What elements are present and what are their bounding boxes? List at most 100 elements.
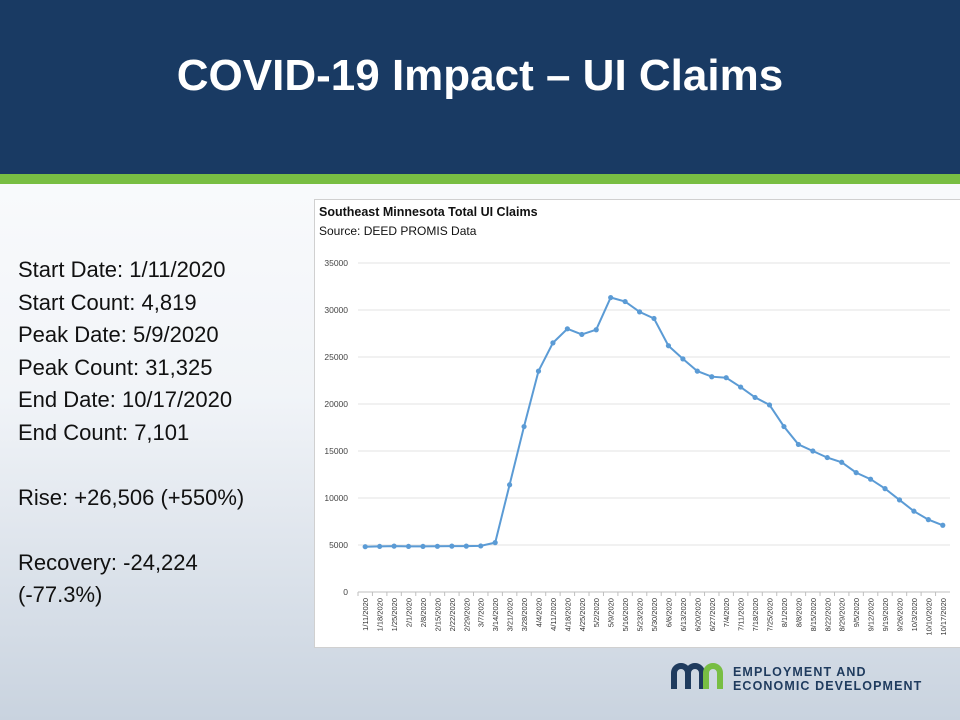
chart-subtitle: Source: DEED PROMIS Data: [319, 224, 477, 238]
data-point: [911, 508, 917, 514]
y-tick-label: 35000: [324, 258, 348, 268]
data-point: [665, 343, 672, 349]
y-tick-label: 5000: [329, 540, 348, 550]
x-tick-label: 5/9/2020: [607, 598, 616, 627]
mn-logo-icon: [671, 663, 723, 689]
data-point: [636, 309, 643, 315]
data-point: [608, 294, 614, 301]
data-point: [521, 423, 527, 430]
peak-count: Peak Count: 31,325: [18, 354, 213, 380]
data-point: [579, 331, 585, 338]
data-point: [377, 543, 383, 550]
deed-logo: EMPLOYMENT AND ECONOMIC DEVELOPMENT: [670, 662, 950, 696]
x-tick-label: 2/8/2020: [419, 598, 428, 627]
x-tick-label: 9/19/2020: [881, 598, 890, 631]
x-tick-label: 6/20/2020: [693, 598, 702, 631]
data-point: [766, 402, 773, 408]
logo-line-2: ECONOMIC DEVELOPMENT: [733, 679, 923, 693]
data-point: [781, 423, 787, 430]
data-point: [940, 522, 946, 528]
x-tick-label: 2/15/2020: [433, 598, 442, 631]
y-tick-label: 20000: [324, 399, 348, 409]
y-tick-label: 30000: [324, 305, 348, 315]
header-accent-stripe: [0, 174, 960, 184]
x-tick-label: 10/3/2020: [910, 598, 919, 631]
x-tick-label: 4/4/2020: [534, 598, 543, 627]
x-tick-label: 2/1/2020: [405, 598, 414, 627]
data-point: [867, 476, 874, 482]
x-tick-label: 8/8/2020: [794, 598, 803, 627]
x-tick-label: 3/14/2020: [491, 598, 500, 631]
data-point: [896, 497, 903, 503]
slide-title: COVID-19 Impact – UI Claims: [176, 51, 784, 100]
data-point: [492, 540, 498, 546]
data-point: [723, 375, 729, 381]
data-point: [478, 543, 484, 549]
peak-date: Peak Date: 5/9/2020: [18, 322, 219, 347]
data-point: [680, 356, 686, 362]
x-tick-label: 9/5/2020: [852, 598, 861, 627]
x-tick-label: 8/29/2020: [838, 598, 847, 631]
data-point: [593, 327, 599, 333]
data-point: [564, 326, 570, 332]
x-tick-label: 6/6/2020: [664, 598, 673, 627]
x-tick-label: 7/11/2020: [737, 598, 746, 631]
line-chart: 0 5000 10000 15000 20000 25000 30000 35000 1/11/…: [324, 258, 950, 636]
x-tick-label: 5/16/2020: [621, 598, 630, 631]
data-point: [550, 340, 556, 346]
start-date: Start Date: 1/11/2020: [18, 257, 226, 282]
x-tick-label: 1/18/2020: [376, 598, 385, 631]
data-point: [434, 543, 441, 549]
y-tick-label: 10000: [324, 493, 348, 503]
x-tick-label: 5/30/2020: [650, 598, 659, 631]
x-tick-label: 10/17/2020: [939, 598, 948, 636]
x-tick-label: 9/12/2020: [867, 598, 876, 631]
header-banner: [0, 0, 960, 174]
x-tick-label: 3/28/2020: [520, 598, 529, 631]
logo-line-1: EMPLOYMENT AND: [733, 665, 867, 679]
x-tick-label: 5/2/2020: [592, 598, 601, 627]
data-point: [651, 315, 657, 322]
y-tick-label: 15000: [324, 446, 348, 456]
x-tick-label: 5/23/2020: [636, 598, 645, 631]
recovery-stat: Recovery: -24,224: [18, 549, 198, 575]
x-tick-label: 1/11/2020: [361, 598, 370, 631]
x-tick-label: 8/15/2020: [809, 598, 818, 631]
data-point: [449, 543, 455, 549]
end-date: End Date: 10/17/2020: [18, 387, 233, 412]
x-tick-label: 2/29/2020: [462, 598, 471, 631]
data-point: [405, 543, 412, 550]
x-tick-label: 6/13/2020: [679, 598, 688, 631]
rise-stat: Rise: +26,506 (+550%): [18, 484, 245, 510]
x-tick-label: 7/4/2020: [722, 598, 731, 627]
data-point: [507, 482, 513, 488]
data-point: [752, 394, 758, 401]
data-point: [420, 543, 426, 550]
recovery-percent: (-77.3%): [18, 582, 103, 607]
data-point: [925, 517, 931, 523]
y-tick-label: 25000: [324, 352, 348, 362]
data-point: [882, 486, 888, 492]
stats-panel: Start Date: 1/11/2020 Start Count: 4,819…: [18, 254, 298, 612]
end-count: End Count: 7,101: [18, 419, 190, 445]
series-line: [365, 296, 944, 548]
x-tick-label: 4/11/2020: [549, 598, 558, 631]
data-point: [839, 459, 845, 465]
data-point: [824, 454, 830, 461]
x-tick-label: 2/22/2020: [448, 598, 457, 631]
data-point: [795, 441, 801, 448]
data-point: [709, 374, 715, 380]
data-point: [362, 544, 368, 550]
x-tick-label: 8/1/2020: [780, 598, 789, 627]
data-point: [853, 470, 859, 476]
y-tick-label: 0: [343, 587, 348, 597]
x-tick-label: 8/22/2020: [823, 598, 832, 631]
data-point: [391, 543, 397, 549]
x-tick-label: 4/18/2020: [563, 598, 572, 631]
x-tick-label: 6/27/2020: [708, 598, 717, 631]
chart-title: Southeast Minnesota Total UI Claims: [319, 205, 538, 219]
data-point: [810, 448, 816, 454]
data-point: [738, 384, 744, 390]
data-point: [694, 368, 700, 374]
data-point: [463, 543, 469, 549]
